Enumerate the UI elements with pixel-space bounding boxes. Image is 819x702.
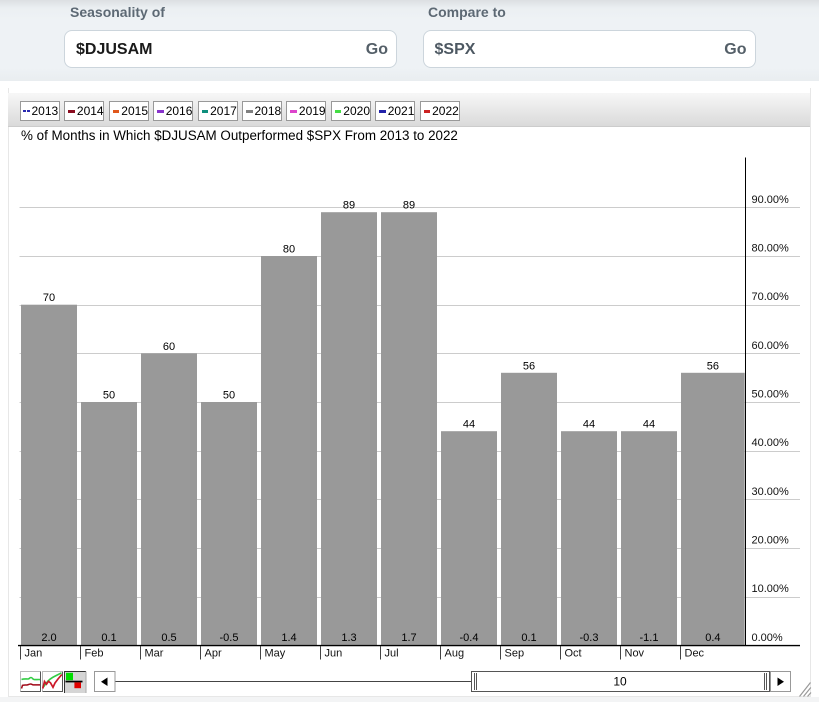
svg-text:60: 60	[163, 341, 175, 353]
svg-text:44: 44	[583, 419, 595, 431]
svg-text:Oct: Oct	[565, 648, 582, 660]
svg-text:30.00%: 30.00%	[752, 486, 790, 498]
svg-text:56: 56	[707, 360, 719, 372]
svg-text:-0.3: -0.3	[580, 632, 599, 644]
svg-text:May: May	[265, 648, 286, 660]
svg-text:89: 89	[403, 200, 415, 212]
svg-text:44: 44	[463, 419, 475, 431]
svg-text:0.1: 0.1	[521, 632, 536, 644]
svg-text:0.5: 0.5	[161, 632, 176, 644]
svg-text:Aug: Aug	[445, 648, 465, 660]
svg-text:Jul: Jul	[385, 648, 399, 660]
svg-text:50: 50	[103, 390, 115, 402]
svg-text:89: 89	[343, 200, 355, 212]
svg-text:70.00%: 70.00%	[752, 291, 790, 303]
svg-text:80: 80	[283, 244, 295, 256]
svg-text:2.0: 2.0	[41, 632, 56, 644]
svg-text:0.00%: 0.00%	[752, 632, 783, 644]
svg-text:Jun: Jun	[325, 648, 343, 660]
svg-text:Jan: Jan	[25, 648, 43, 660]
svg-text:50.00%: 50.00%	[752, 389, 790, 401]
svg-text:1.3: 1.3	[341, 632, 356, 644]
svg-text:56: 56	[523, 360, 535, 372]
svg-text:Apr: Apr	[205, 648, 222, 660]
svg-text:10.00%: 10.00%	[752, 583, 790, 595]
svg-text:Mar: Mar	[145, 648, 164, 660]
svg-text:-0.4: -0.4	[460, 632, 479, 644]
svg-text:Sep: Sep	[505, 648, 525, 660]
svg-text:60.00%: 60.00%	[752, 340, 790, 352]
svg-text:50: 50	[223, 390, 235, 402]
svg-text:1.4: 1.4	[281, 632, 296, 644]
svg-text:10: 10	[613, 675, 627, 689]
svg-text:70: 70	[43, 292, 55, 304]
svg-text:0.1: 0.1	[101, 632, 116, 644]
svg-text:Feb: Feb	[85, 648, 104, 660]
svg-text:-0.5: -0.5	[220, 632, 239, 644]
svg-text:90.00%: 90.00%	[752, 194, 790, 206]
svg-text:80.00%: 80.00%	[752, 243, 790, 255]
svg-text:1.7: 1.7	[401, 632, 416, 644]
svg-text:Nov: Nov	[625, 648, 645, 660]
svg-text:40.00%: 40.00%	[752, 437, 790, 449]
svg-text:Dec: Dec	[685, 648, 705, 660]
svg-text:44: 44	[643, 419, 655, 431]
svg-text:20.00%: 20.00%	[752, 535, 790, 547]
svg-text:-1.1: -1.1	[640, 632, 659, 644]
svg-text:0.4: 0.4	[705, 632, 720, 644]
